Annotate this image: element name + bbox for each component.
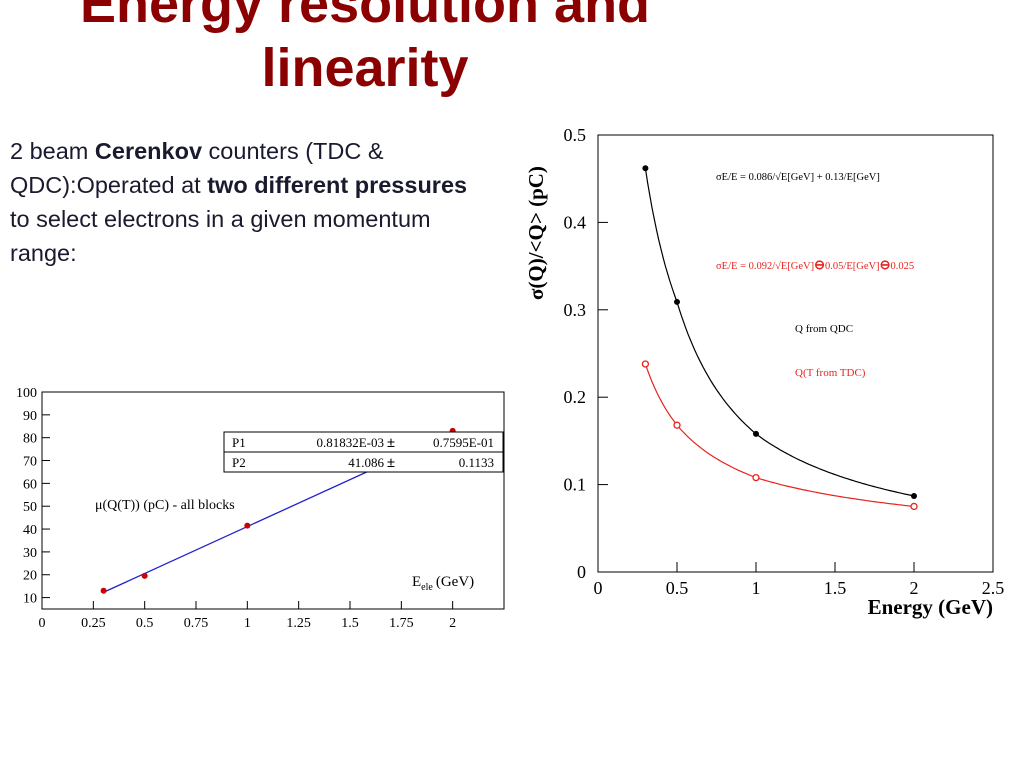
formula-red-term-2: 0.05/E[GeV] <box>825 261 880 272</box>
fit-param-value: 41.086 <box>348 455 384 470</box>
formula-red-op-1: ⊖ <box>814 257 825 272</box>
x-tick-label: 1 <box>752 578 761 598</box>
y-tick-label: 80 <box>23 432 37 447</box>
x-tick-label: 1.5 <box>341 616 359 631</box>
intro-part-1: 2 beam <box>10 138 95 164</box>
x-label-unit: (GeV) <box>436 574 474 590</box>
x-tick-label: 1.5 <box>824 578 847 598</box>
legend-entry-tdc: Q(T from TDC) <box>795 367 866 379</box>
resolution-y-ticks: 0 0.1 0.2 0.3 0.4 0.5 <box>564 125 608 582</box>
x-tick-label: 2 <box>449 616 456 631</box>
resolution-point-tdc <box>641 360 650 368</box>
intro-bold-2: two different pressures <box>207 172 468 198</box>
x-tick-label: 1.75 <box>389 616 414 631</box>
linearity-x-ticks: 0 0.25 0.5 0.75 1 1.25 1.5 1.75 2 <box>39 601 456 631</box>
y-tick-label: 0.1 <box>564 475 587 495</box>
resolution-axes <box>597 134 994 573</box>
resolution-point-tdc <box>752 473 760 482</box>
x-tick-label: 0 <box>39 616 46 631</box>
fit-param-name: P2 <box>232 455 246 470</box>
formula-red-term-3: 0.025 <box>890 261 914 272</box>
x-tick-label: 0.5 <box>666 578 689 598</box>
x-label-main: E <box>412 574 421 590</box>
resolution-points <box>641 165 918 511</box>
formula-red: σE/E = 0.092/√E[GeV]⊖0.05/E[GeV]⊖0.025 <box>716 257 914 272</box>
fit-parameter-box: P1 0.81832E-03 ± 0.7595E-01 P2 41.086 ± … <box>223 431 504 473</box>
formula-red-op-2: ⊖ <box>880 257 891 272</box>
resolution-frame <box>597 134 994 573</box>
formula-red-term-1: σE/E = 0.092/√E[GeV] <box>716 260 814 272</box>
x-label-subscript: ele <box>421 582 433 593</box>
linearity-point <box>141 572 148 579</box>
y-tick-label: 90 <box>23 409 37 424</box>
y-tick-label: 30 <box>23 546 37 561</box>
fit-param-name: P1 <box>232 435 246 450</box>
resolution-point-tdc <box>673 421 681 429</box>
intro-part-2: counters (TDC & QDC):Operated at <box>10 138 384 198</box>
linearity-point <box>100 587 107 594</box>
linearity-y-ticks: 10 20 30 40 50 60 70 80 90 100 <box>16 386 50 607</box>
x-tick-label: 0.75 <box>184 616 209 631</box>
resolution-x-label: Energy (GeV) <box>868 595 993 619</box>
slide-title: Energy resolution and linearity <box>79 0 651 98</box>
fit-param-error: 0.1133 <box>459 455 494 470</box>
resolution-point-qdc <box>911 492 917 499</box>
resolution-point-qdc <box>753 430 759 437</box>
resolution-fit-curves <box>644 168 915 507</box>
resolution-point-tdc <box>910 502 918 511</box>
y-tick-label: 60 <box>23 477 37 492</box>
fit-param-error: 0.7595E-01 <box>433 435 494 450</box>
x-tick-label: 0.25 <box>81 616 106 631</box>
y-tick-label: 50 <box>23 500 37 515</box>
resolution-point-qdc <box>674 298 680 305</box>
intro-text: 2 beam Cerenkov counters (TDC & QDC):Ope… <box>10 134 490 270</box>
y-tick-label: 20 <box>23 569 37 584</box>
y-tick-label: 70 <box>23 455 37 470</box>
resolution-fit-curve <box>644 168 915 497</box>
legend-entry-qdc: Q from QDC <box>795 323 853 335</box>
y-tick-label: 40 <box>23 523 37 538</box>
x-tick-label: 0.5 <box>136 616 154 631</box>
fit-param-plusminus: ± <box>387 435 395 451</box>
resolution-x-ticks: 0 0.5 1 1.5 2 2.5 <box>594 562 1005 598</box>
linearity-x-label: Eele (GeV) <box>412 574 474 593</box>
x-tick-label: 2 <box>910 578 919 598</box>
intro-part-3: to select electrons in a given momentum … <box>10 206 431 266</box>
x-tick-label: 1 <box>244 616 251 631</box>
fit-param-plusminus: ± <box>387 455 395 471</box>
intro-bold-1: Cerenkov <box>94 138 203 164</box>
y-tick-label: 10 <box>23 592 37 607</box>
linearity-point <box>244 522 251 529</box>
linearity-annotation: μ(Q(T)) (pC) - all blocks <box>95 498 235 513</box>
fit-param-value: 0.81832E-03 <box>316 435 384 450</box>
x-tick-label: 0 <box>594 578 603 598</box>
resolution-fit-curve <box>644 363 915 507</box>
y-tick-label: 0.3 <box>564 300 587 320</box>
linearity-axes <box>41 391 505 610</box>
formula-black: σE/E = 0.086/√E[GeV] + 0.13/E[GeV] <box>716 171 880 183</box>
resolution-y-label: σ(Q)/<Q> (pC) <box>524 166 548 300</box>
linearity-frame <box>41 391 505 610</box>
x-tick-label: 2.5 <box>982 578 1005 598</box>
y-tick-label: 0.5 <box>564 125 587 145</box>
y-tick-label: 0.4 <box>564 212 587 232</box>
y-tick-label: 0 <box>577 562 586 582</box>
y-tick-label: 0.2 <box>564 387 587 407</box>
x-tick-label: 1.25 <box>286 616 311 631</box>
y-tick-label: 100 <box>16 386 37 401</box>
resolution-point-qdc <box>642 165 649 172</box>
